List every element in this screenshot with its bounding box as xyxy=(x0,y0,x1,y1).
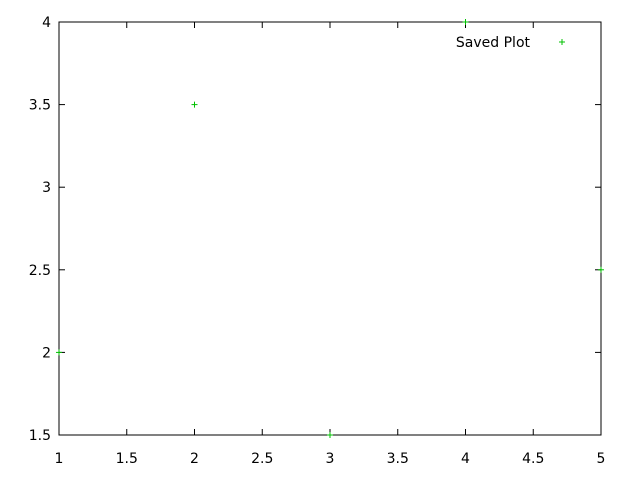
plot-frame xyxy=(58,21,602,436)
y-tick-label: 2.5 xyxy=(29,263,51,279)
data-point xyxy=(191,101,198,108)
y-tick-label: 4 xyxy=(42,15,51,31)
legend-marker-symbol xyxy=(559,39,565,45)
y-tick-label: 3.5 xyxy=(29,98,51,114)
x-tick-label: 3 xyxy=(326,451,335,467)
data-point xyxy=(56,349,62,356)
y-tick-label: 3 xyxy=(42,180,51,196)
x-tick-label: 5 xyxy=(597,451,606,467)
x-axis: 1 1.5 2 2.5 3 3.5 4 4.5 5 xyxy=(55,22,606,467)
y-axis: 1.5 2 2.5 3 3.5 4 xyxy=(29,15,601,444)
data-point xyxy=(598,266,604,273)
legend: Saved Plot xyxy=(456,35,565,51)
data-point xyxy=(327,432,333,438)
x-tick-label: 2.5 xyxy=(251,451,273,467)
x-tick-label: 4 xyxy=(461,451,470,467)
legend-marker xyxy=(559,39,565,45)
data-points xyxy=(56,19,604,438)
x-tick-label: 4.5 xyxy=(522,451,544,467)
y-tick-label: 1.5 xyxy=(29,428,51,444)
x-tick-label: 1.5 xyxy=(116,451,138,467)
x-tick-label: 1 xyxy=(55,451,64,467)
legend-label: Saved Plot xyxy=(456,35,531,51)
x-tick-label: 3.5 xyxy=(387,451,409,467)
y-tick-label: 2 xyxy=(42,345,51,361)
x-tick-label: 2 xyxy=(190,451,199,467)
data-point xyxy=(462,19,469,25)
